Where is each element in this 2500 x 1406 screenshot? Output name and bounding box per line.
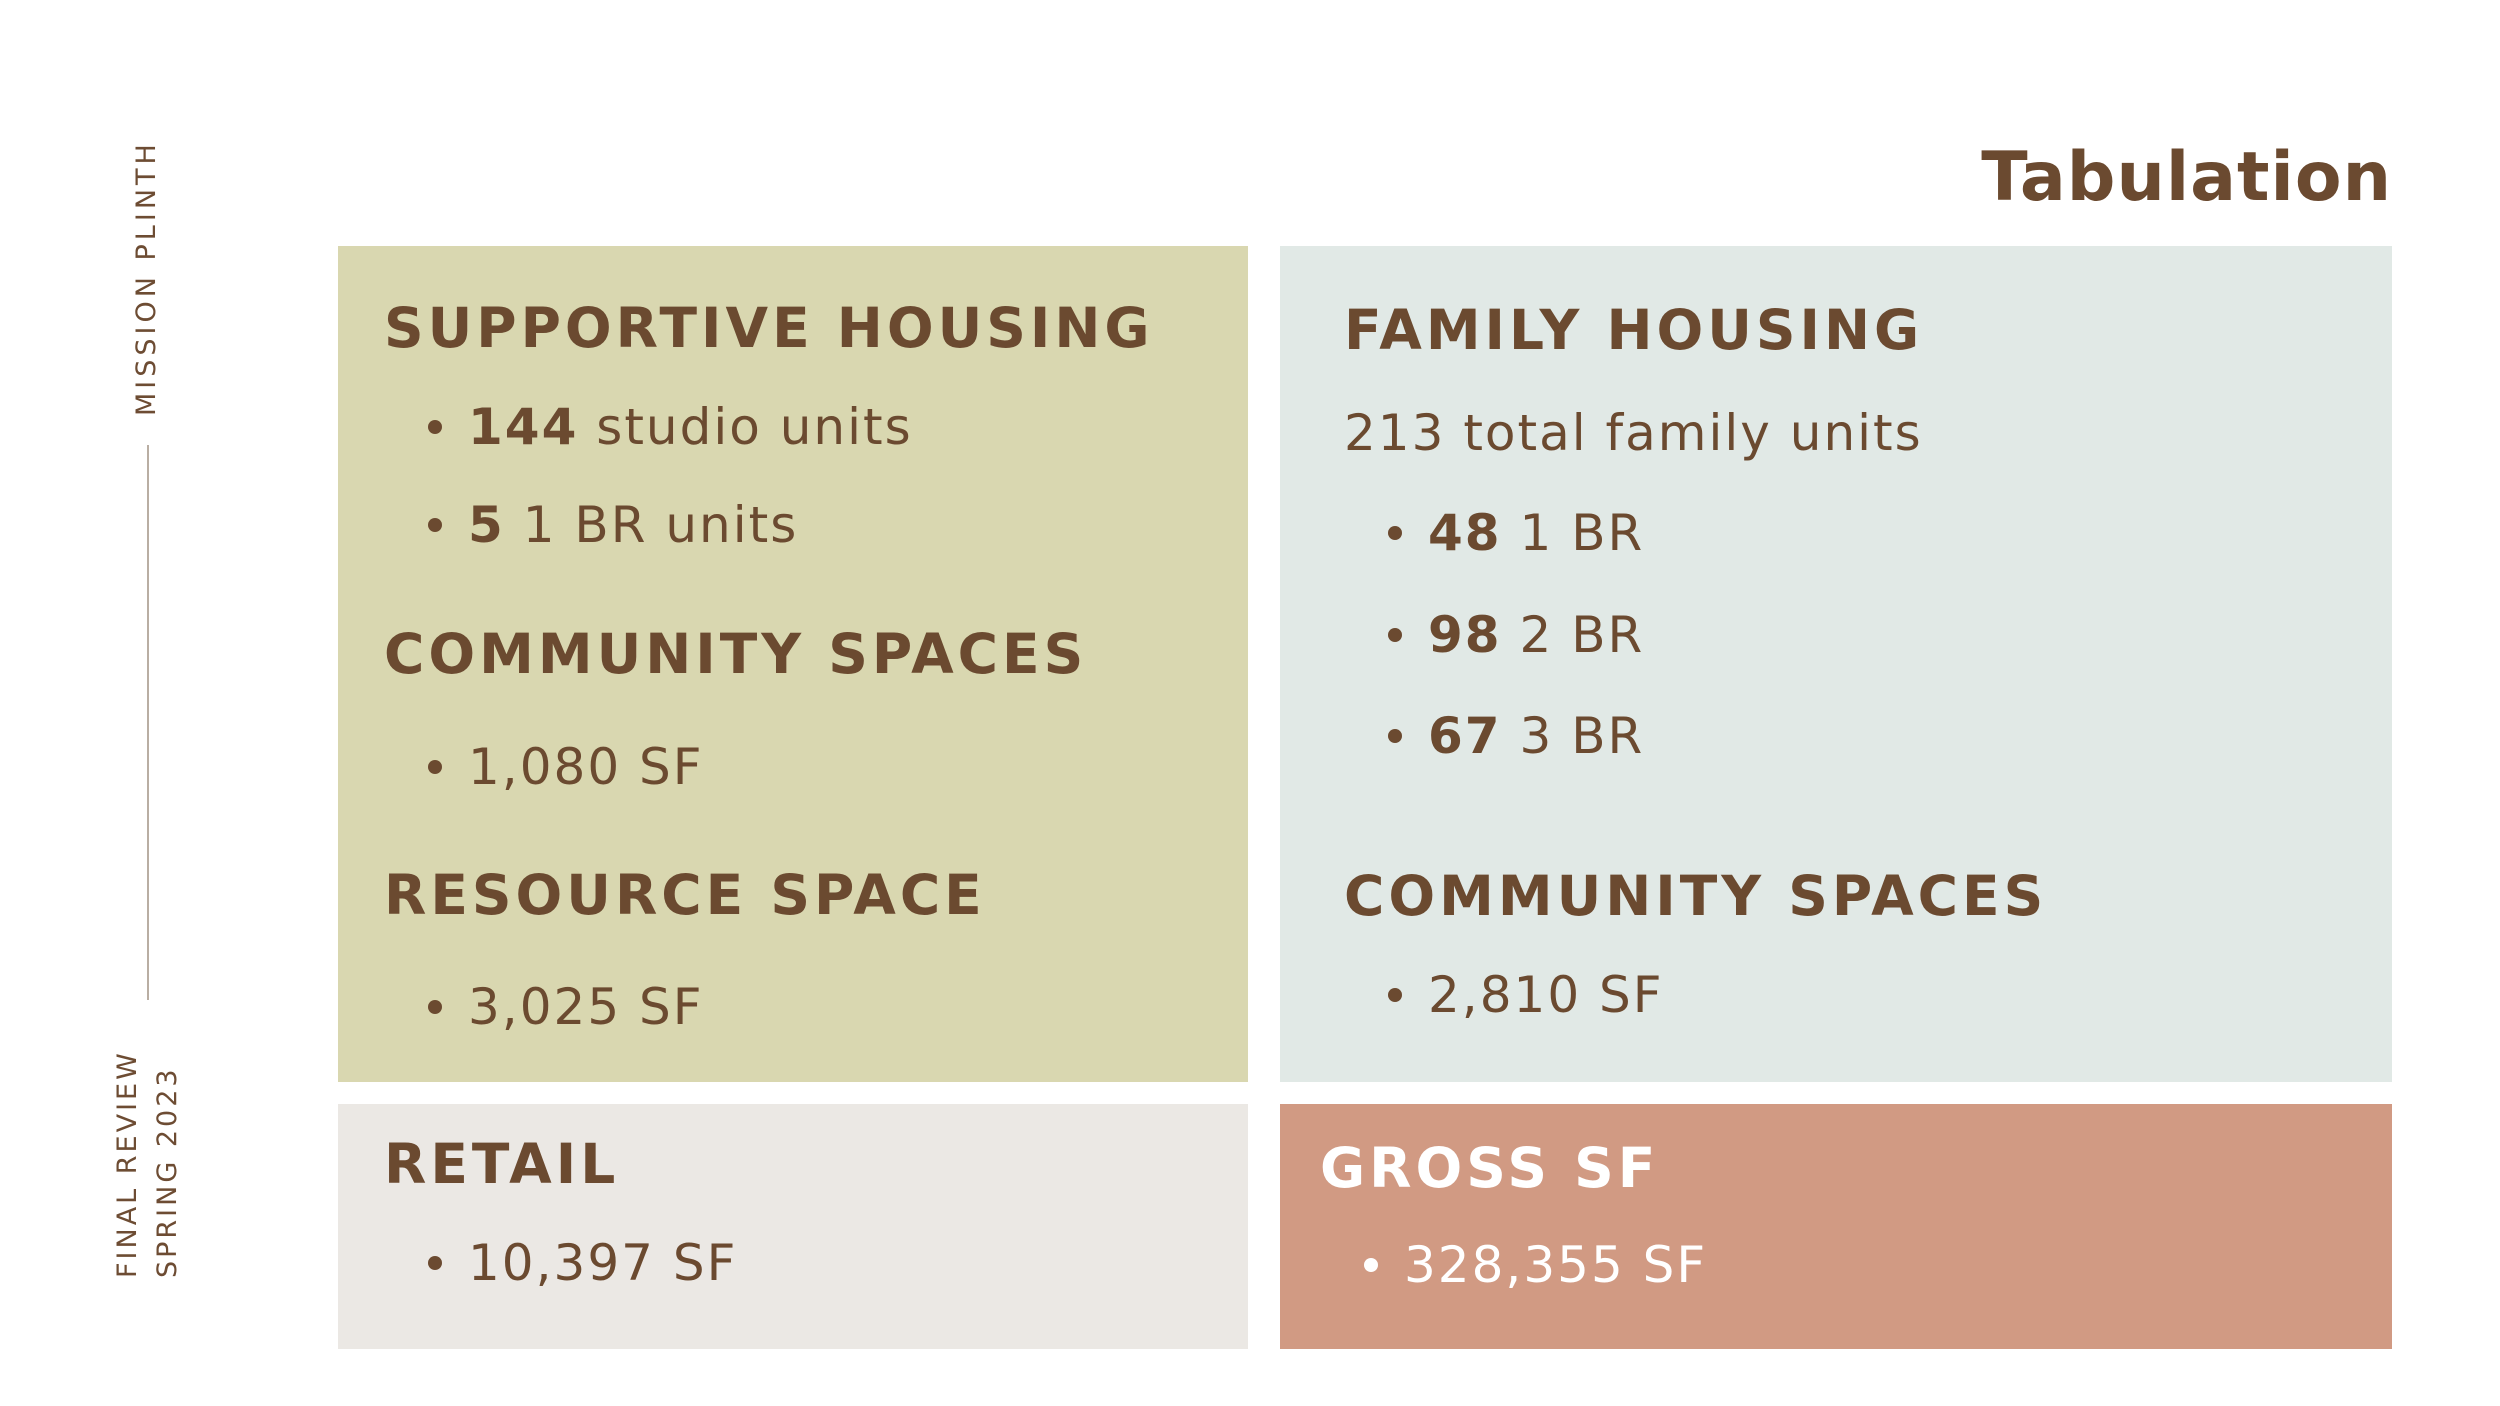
community-spaces-heading: COMMUNITY SPACES bbox=[384, 622, 1088, 686]
list-item: 5 1 BR units bbox=[428, 496, 798, 554]
list-item: 328,355 SF bbox=[1364, 1236, 1707, 1294]
bullet-icon bbox=[428, 759, 442, 774]
list-item: 3,025 SF bbox=[428, 978, 704, 1036]
resource-space-heading: RESOURCE SPACE bbox=[384, 863, 986, 927]
bullet-icon bbox=[428, 419, 442, 434]
unit-count: 5 bbox=[468, 496, 505, 554]
family-housing-panel: FAMILY HOUSING 213 total family units 48… bbox=[1280, 246, 2392, 1082]
bullet-icon bbox=[1388, 987, 1402, 1002]
list-item: 67 3 BR bbox=[1388, 707, 1644, 765]
bullet-icon bbox=[1388, 627, 1402, 642]
supportive-housing-heading: SUPPORTIVE HOUSING bbox=[384, 296, 1154, 360]
bullet-icon bbox=[1364, 1257, 1378, 1272]
unit-count: 48 bbox=[1428, 504, 1502, 562]
family-total: 213 total family units bbox=[1344, 404, 1923, 462]
list-item: 2,810 SF bbox=[1388, 966, 1664, 1024]
unit-type: 1 BR units bbox=[504, 496, 799, 554]
unit-type: 2 BR bbox=[1501, 606, 1645, 664]
supportive-housing-panel: SUPPORTIVE HOUSING 144 studio units 5 1 … bbox=[338, 246, 1248, 1082]
term-label: SPRING 2023 bbox=[152, 1066, 183, 1278]
review-label: FINAL REVIEW bbox=[112, 1050, 143, 1278]
retail-heading: RETAIL bbox=[384, 1132, 620, 1196]
gross-sf-panel: GROSS SF 328,355 SF bbox=[1280, 1104, 2392, 1349]
side-divider bbox=[147, 445, 149, 1000]
unit-count: 98 bbox=[1428, 606, 1502, 664]
retail-area: 10,397 SF bbox=[468, 1234, 738, 1292]
unit-count: 67 bbox=[1428, 707, 1502, 765]
list-item: 48 1 BR bbox=[1388, 504, 1644, 562]
unit-count: 144 bbox=[468, 398, 579, 456]
unit-type: studio units bbox=[578, 398, 913, 456]
retail-panel: RETAIL 10,397 SF bbox=[338, 1104, 1248, 1349]
list-item: 144 studio units bbox=[428, 398, 913, 456]
bullet-icon bbox=[428, 1255, 442, 1270]
page-title: Tabulation bbox=[1981, 138, 2392, 217]
bullet-icon bbox=[1388, 728, 1402, 743]
gross-area: 328,355 SF bbox=[1404, 1236, 1708, 1294]
resource-area: 3,025 SF bbox=[468, 978, 704, 1036]
gross-sf-heading: GROSS SF bbox=[1320, 1136, 1660, 1200]
list-item: 1,080 SF bbox=[428, 738, 704, 796]
bullet-icon bbox=[428, 999, 442, 1014]
family-housing-heading: FAMILY HOUSING bbox=[1344, 298, 1924, 362]
list-item: 98 2 BR bbox=[1388, 606, 1644, 664]
unit-type: 1 BR bbox=[1501, 504, 1645, 562]
community-spaces-heading: COMMUNITY SPACES bbox=[1344, 864, 2048, 928]
bullet-icon bbox=[1388, 525, 1402, 540]
bullet-icon bbox=[428, 517, 442, 532]
community-area: 1,080 SF bbox=[468, 738, 704, 796]
project-name: MISSION PLINTH bbox=[131, 140, 162, 416]
community-area: 2,810 SF bbox=[1428, 966, 1664, 1024]
unit-type: 3 BR bbox=[1501, 707, 1645, 765]
list-item: 10,397 SF bbox=[428, 1234, 737, 1292]
